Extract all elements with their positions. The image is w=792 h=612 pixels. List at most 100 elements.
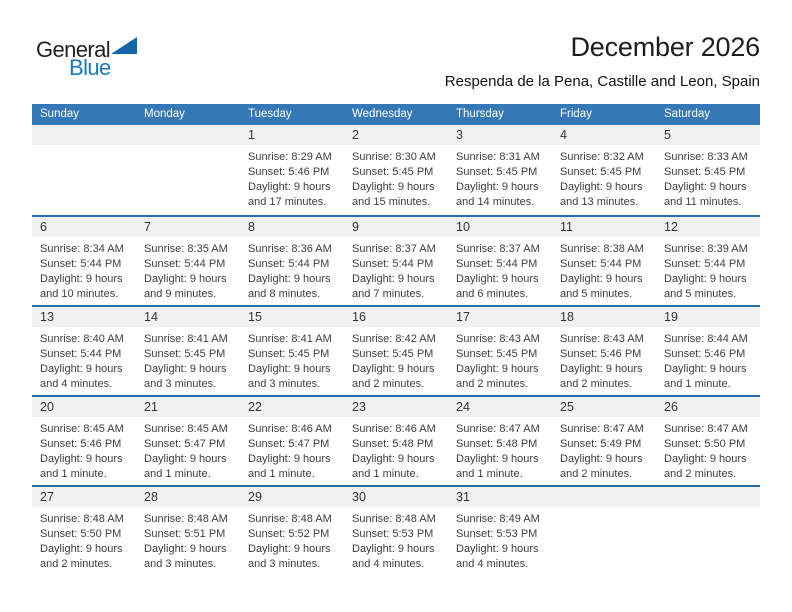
day-cell: 28 Sunrise: 8:48 AM Sunset: 5:51 PM Dayligh…	[136, 487, 240, 575]
sunrise-text: Sunrise: 8:48 AM	[352, 513, 436, 525]
sunset-text: Sunset: 5:48 PM	[456, 438, 538, 450]
sunset-text: Sunset: 5:53 PM	[456, 528, 538, 540]
day-cell: 7 Sunrise: 8:35 AM Sunset: 5:44 PM Daylight…	[136, 217, 240, 305]
day-number: 7	[136, 217, 240, 237]
day-details: Sunrise: 8:30 AM Sunset: 5:45 PM Daylight:…	[344, 145, 448, 210]
week-row: 6 Sunrise: 8:34 AM Sunset: 5:44 PM Daylight…	[32, 215, 760, 305]
day-number: 10	[448, 217, 552, 237]
day-number: 2	[344, 125, 448, 145]
weekday-header-tuesday: Tuesday	[248, 108, 292, 120]
sunset-text: Sunset: 5:50 PM	[664, 438, 746, 450]
sunset-text: Sunset: 5:44 PM	[456, 258, 538, 270]
day-cell: 23 Sunrise: 8:46 AM Sunset: 5:48 PM Dayligh…	[344, 397, 448, 485]
sunset-text: Sunset: 5:44 PM	[560, 258, 642, 270]
day-cell: 6 Sunrise: 8:34 AM Sunset: 5:44 PM Daylight…	[32, 217, 136, 305]
daylight-text: Daylight: 9 hours and 5 minutes.	[664, 273, 747, 300]
day-number: 6	[32, 217, 136, 237]
sunset-text: Sunset: 5:45 PM	[456, 166, 538, 178]
day-cell: 24 Sunrise: 8:47 AM Sunset: 5:48 PM Dayligh…	[448, 397, 552, 485]
day-cell: 16 Sunrise: 8:42 AM Sunset: 5:45 PM Dayligh…	[344, 307, 448, 395]
day-details: Sunrise: 8:32 AM Sunset: 5:45 PM Daylight:…	[552, 145, 656, 210]
sunrise-text: Sunrise: 8:35 AM	[144, 243, 228, 255]
day-number: 1	[240, 125, 344, 145]
daylight-text: Daylight: 9 hours and 2 minutes.	[560, 363, 643, 390]
weekday-header-saturday: Saturday	[664, 108, 711, 120]
day-number	[136, 125, 240, 145]
daylight-text: Daylight: 9 hours and 1 minute.	[40, 453, 123, 480]
day-number: 24	[448, 397, 552, 417]
day-details: Sunrise: 8:48 AM Sunset: 5:53 PM Daylight:…	[344, 507, 448, 572]
sunrise-text: Sunrise: 8:29 AM	[248, 151, 332, 163]
sunset-text: Sunset: 5:45 PM	[456, 348, 538, 360]
day-cell: 12 Sunrise: 8:39 AM Sunset: 5:44 PM Dayligh…	[656, 217, 760, 305]
day-details: Sunrise: 8:48 AM Sunset: 5:50 PM Daylight:…	[32, 507, 136, 572]
day-details: Sunrise: 8:36 AM Sunset: 5:44 PM Daylight:…	[240, 237, 344, 302]
day-number: 30	[344, 487, 448, 507]
page-title: December 2026	[570, 32, 760, 62]
day-details: Sunrise: 8:49 AM Sunset: 5:53 PM Daylight:…	[448, 507, 552, 572]
sunset-text: Sunset: 5:47 PM	[144, 438, 226, 450]
day-cell: 5 Sunrise: 8:33 AM Sunset: 5:45 PM Daylight…	[656, 125, 760, 215]
day-cell: 2 Sunrise: 8:30 AM Sunset: 5:45 PM Daylight…	[344, 125, 448, 215]
sunset-text: Sunset: 5:44 PM	[40, 258, 122, 270]
sunset-text: Sunset: 5:45 PM	[352, 166, 434, 178]
day-details: Sunrise: 8:34 AM Sunset: 5:44 PM Daylight:…	[32, 237, 136, 302]
calendar: Sunday Monday Tuesday Wednesday Thursday…	[32, 104, 760, 575]
day-number: 8	[240, 217, 344, 237]
daylight-text: Daylight: 9 hours and 1 minute.	[144, 453, 227, 480]
week-row: 13 Sunrise: 8:40 AM Sunset: 5:44 PM Dayligh…	[32, 305, 760, 395]
day-details: Sunrise: 8:46 AM Sunset: 5:48 PM Daylight:…	[344, 417, 448, 482]
sunrise-text: Sunrise: 8:48 AM	[40, 513, 124, 525]
day-cell: 4 Sunrise: 8:32 AM Sunset: 5:45 PM Daylight…	[552, 125, 656, 215]
daylight-text: Daylight: 9 hours and 8 minutes.	[248, 273, 331, 300]
sunrise-text: Sunrise: 8:37 AM	[352, 243, 436, 255]
sunset-text: Sunset: 5:45 PM	[144, 348, 226, 360]
day-number: 17	[448, 307, 552, 327]
weekday-header-thursday: Thursday	[456, 108, 504, 120]
day-cell: 11 Sunrise: 8:38 AM Sunset: 5:44 PM Dayligh…	[552, 217, 656, 305]
daylight-text: Daylight: 9 hours and 11 minutes.	[664, 181, 747, 208]
sunrise-text: Sunrise: 8:41 AM	[248, 333, 332, 345]
sunset-text: Sunset: 5:45 PM	[352, 348, 434, 360]
sunset-text: Sunset: 5:49 PM	[560, 438, 642, 450]
day-number: 15	[240, 307, 344, 327]
day-details: Sunrise: 8:47 AM Sunset: 5:50 PM Daylight:…	[656, 417, 760, 482]
sunset-text: Sunset: 5:46 PM	[40, 438, 122, 450]
calendar-weeks: 1 Sunrise: 8:29 AM Sunset: 5:46 PM Daylight…	[32, 125, 760, 575]
logo-text-general: General	[36, 37, 111, 62]
sunrise-text: Sunrise: 8:45 AM	[40, 423, 124, 435]
daylight-text: Daylight: 9 hours and 4 minutes.	[40, 363, 123, 390]
daylight-text: Daylight: 9 hours and 3 minutes.	[144, 543, 227, 570]
day-cell: 14 Sunrise: 8:41 AM Sunset: 5:45 PM Dayligh…	[136, 307, 240, 395]
weekday-header-friday: Friday	[560, 108, 592, 120]
day-details: Sunrise: 8:45 AM Sunset: 5:47 PM Daylight:…	[136, 417, 240, 482]
page-subtitle: Respenda de la Pena, Castille and Leon, …	[444, 73, 760, 90]
empty-day-cell	[656, 487, 760, 575]
day-number: 26	[656, 397, 760, 417]
day-cell: 30 Sunrise: 8:48 AM Sunset: 5:53 PM Dayligh…	[344, 487, 448, 575]
day-details: Sunrise: 8:40 AM Sunset: 5:44 PM Daylight:…	[32, 327, 136, 392]
day-details: Sunrise: 8:41 AM Sunset: 5:45 PM Daylight:…	[240, 327, 344, 392]
sunrise-text: Sunrise: 8:46 AM	[352, 423, 436, 435]
sunrise-text: Sunrise: 8:33 AM	[664, 151, 748, 163]
day-details: Sunrise: 8:47 AM Sunset: 5:49 PM Daylight:…	[552, 417, 656, 482]
weekday-header-row: Sunday Monday Tuesday Wednesday Thursday…	[32, 104, 760, 125]
day-cell: 3 Sunrise: 8:31 AM Sunset: 5:45 PM Daylight…	[448, 125, 552, 215]
sunrise-text: Sunrise: 8:48 AM	[248, 513, 332, 525]
sunrise-text: Sunrise: 8:41 AM	[144, 333, 228, 345]
daylight-text: Daylight: 9 hours and 1 minute.	[664, 363, 747, 390]
sunrise-text: Sunrise: 8:47 AM	[560, 423, 644, 435]
sunrise-text: Sunrise: 8:40 AM	[40, 333, 124, 345]
daylight-text: Daylight: 9 hours and 17 minutes.	[248, 181, 331, 208]
day-number: 16	[344, 307, 448, 327]
sunrise-text: Sunrise: 8:48 AM	[144, 513, 228, 525]
sunrise-text: Sunrise: 8:44 AM	[664, 333, 748, 345]
day-cell: 21 Sunrise: 8:45 AM Sunset: 5:47 PM Dayligh…	[136, 397, 240, 485]
empty-day-cell	[552, 487, 656, 575]
daylight-text: Daylight: 9 hours and 3 minutes.	[248, 363, 331, 390]
day-number: 29	[240, 487, 344, 507]
day-number: 14	[136, 307, 240, 327]
empty-day-cell	[32, 125, 136, 215]
day-number: 5	[656, 125, 760, 145]
